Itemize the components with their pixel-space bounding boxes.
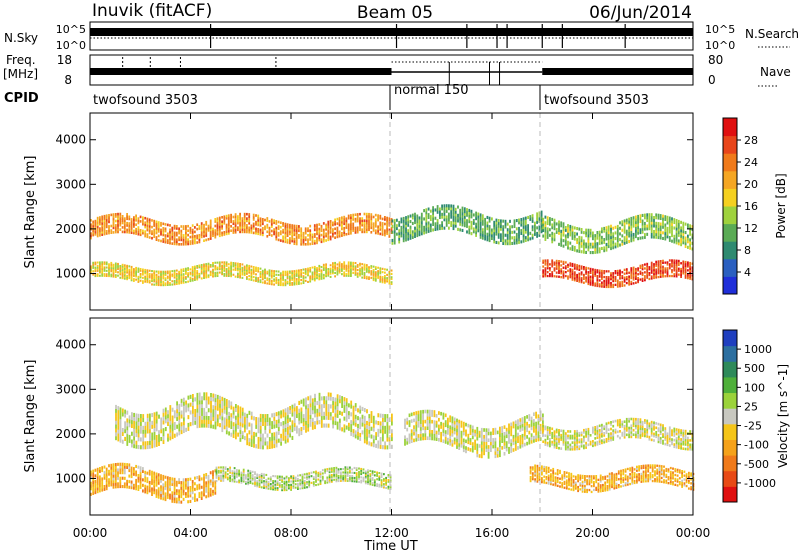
nsky-tick-low: 10^0 <box>56 39 86 52</box>
y-tick-label: 3000 <box>55 177 86 191</box>
colorbar-tick-label: -1000 <box>744 477 776 490</box>
freq-tick-low: 8 <box>64 73 72 87</box>
colorbar-tick-label: 12 <box>744 222 758 235</box>
freq-trace <box>90 57 693 85</box>
colorbar-segment <box>723 393 737 409</box>
colorbar-tick-label: 500 <box>744 362 765 375</box>
colorbar-segment <box>723 259 737 277</box>
colorbar-segment <box>723 224 737 242</box>
nsky-trace <box>90 24 693 48</box>
colorbar-segment <box>723 408 737 424</box>
power-panel: 1000 2000 3000 4000 Slant Range [km] <box>23 113 693 310</box>
velocity-scale-label: Velocity [m s^-1] <box>776 364 790 468</box>
colorbar-tick-label: -500 <box>744 458 769 471</box>
nsearch-tick-low: 10^0 <box>705 39 735 52</box>
colorbar-segment <box>723 471 737 487</box>
freq-band-a <box>90 68 392 75</box>
colorbar-segment <box>723 377 737 393</box>
colorbar-segment <box>723 171 737 189</box>
y-tick-label: 2000 <box>55 427 86 441</box>
x-tick-label: 00:00 <box>676 526 711 540</box>
nave-label: Nave <box>760 65 791 79</box>
power-colorbar: 28 24 20 16 12 8 4 Power [dB] <box>723 118 788 295</box>
nsky-tick-high: 10^5 <box>56 23 86 36</box>
velocity-ylabel: Slant Range [km] <box>23 360 38 473</box>
power-ylabel: Slant Range [km] <box>23 156 38 269</box>
x-tick-label: 12:00 <box>374 526 409 540</box>
colorbar-segment <box>723 153 737 171</box>
freq-band-c <box>542 68 693 75</box>
colorbar-tick-label: 24 <box>744 156 758 169</box>
nsky-trace-band <box>90 28 693 36</box>
colorbar-tick-label: 8 <box>744 244 751 257</box>
y-tick-label: 1000 <box>55 266 86 280</box>
freq-tick-high: 18 <box>57 53 72 67</box>
cpid-segment-1: twofsound 3503 <box>93 93 198 108</box>
velocity-colorbar: 1000 500 100 25 -25 -100 -500 -1000 Velocity [m… <box>723 330 790 503</box>
y-tick-label: 2000 <box>55 222 86 236</box>
colorbar-tick-label: 28 <box>744 134 758 147</box>
y-tick-label: 3000 <box>55 382 86 396</box>
colorbar-segment <box>723 206 737 224</box>
colorbar-tick-label: 20 <box>744 178 758 191</box>
x-tick-label: 08:00 <box>274 526 309 540</box>
colorbar-segment <box>723 424 737 440</box>
x-tick-label: 16:00 <box>475 526 510 540</box>
date-title: 06/Jun/2014 <box>589 3 692 23</box>
x-tick-label: 20:00 <box>575 526 610 540</box>
cpid-segment-3: twofsound 3503 <box>544 93 649 108</box>
colorbar-segment <box>723 330 737 346</box>
cpid-label: CPID <box>4 91 39 106</box>
colorbar-segment <box>723 136 737 154</box>
colorbar-segment <box>723 361 737 377</box>
beam-title: Beam 05 <box>357 3 433 23</box>
colorbar-tick-label: 100 <box>744 381 765 394</box>
freq-unit: [MHz] <box>3 67 38 81</box>
y-tick-label: 1000 <box>55 471 86 485</box>
nsky-panel: N.Sky 10^5 10^0 10^5 10^0 N.Search <box>4 22 799 52</box>
colorbar-tick-label: 1000 <box>744 343 772 356</box>
nsearch-tick-high: 10^5 <box>705 23 735 36</box>
x-tick-label: 00:00 <box>73 526 108 540</box>
nave-tick-low: 0 <box>708 73 716 87</box>
x-axis-label: Time UT <box>363 539 417 554</box>
colorbar-segment <box>723 455 737 471</box>
nsky-label: N.Sky <box>4 31 38 45</box>
colorbar-segment <box>723 241 737 259</box>
colorbar-tick-label: 16 <box>744 200 758 213</box>
colorbar-segment <box>723 276 737 294</box>
nave-tick-high: 80 <box>708 53 723 67</box>
colorbar-tick-label: -25 <box>744 420 762 433</box>
colorbar-segment <box>723 486 737 502</box>
colorbar-tick-label: 4 <box>744 266 751 279</box>
colorbar-segment <box>723 346 737 362</box>
x-tick-label: 04:00 <box>173 526 208 540</box>
y-tick-label: 4000 <box>55 338 86 352</box>
freq-label: Freq. <box>6 53 36 67</box>
freq-panel: Freq. [MHz] 18 8 80 0 Nave <box>3 53 791 87</box>
power-scale-label: Power [dB] <box>774 173 788 238</box>
colorbar-segment <box>723 439 737 455</box>
cpid-segment-2: normal 150 <box>394 83 469 98</box>
y-tick-label: 4000 <box>55 133 86 147</box>
station-title: Inuvik (fitACF) <box>92 1 212 21</box>
velocity-panel: 1000 2000 3000 4000 Slant Range [km] <box>23 318 694 515</box>
nsearch-label: N.Search <box>745 27 799 41</box>
colorbar-segment <box>723 118 737 136</box>
colorbar-tick-label: 25 <box>744 400 758 413</box>
colorbar-segment <box>723 188 737 206</box>
cpid-strip: CPID twofsound 3503 normal 150 twofsound… <box>4 83 649 110</box>
colorbar-tick-label: -100 <box>744 439 769 452</box>
